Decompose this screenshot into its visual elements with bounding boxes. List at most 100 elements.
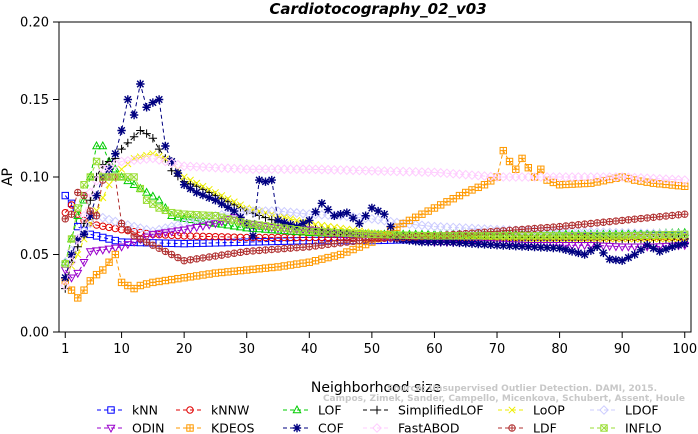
- legend-label-inflo: INFLO: [625, 421, 662, 434]
- point-kdeos: [330, 252, 339, 260]
- legend-item-loop: LoOP: [498, 403, 565, 418]
- point-fastabod: [85, 187, 96, 198]
- legend-item-odin: ODIN: [97, 421, 165, 434]
- point-kdeos: [656, 180, 664, 188]
- y-axis: 0.00 0.05 0.10 0.15 0.20: [20, 16, 60, 341]
- point-ldf: [549, 223, 558, 231]
- point-inflo: [74, 204, 82, 212]
- point-fastabod: [79, 210, 89, 221]
- point-odin: [304, 226, 314, 235]
- point-ldf: [349, 237, 357, 246]
- point-kdeos: [524, 164, 533, 172]
- point-odin: [617, 243, 627, 252]
- point-fastabod: [429, 167, 440, 178]
- point-cof: [599, 248, 608, 258]
- point-cof: [661, 244, 671, 254]
- point-kdeos: [430, 204, 439, 212]
- point-cof: [248, 231, 258, 241]
- point-cof: [367, 203, 377, 213]
- point-cof: [230, 206, 239, 216]
- point-loop: [74, 250, 82, 259]
- point-cof: [624, 253, 633, 262]
- point-cof: [536, 243, 546, 252]
- point-odin: [248, 221, 258, 230]
- point-cof: [192, 188, 201, 197]
- point-fastabod: [435, 167, 446, 178]
- point-odin: [91, 247, 102, 256]
- point-fastabod: [229, 163, 240, 174]
- legend-item-simplifiedlof: SimplifiedLOF: [363, 403, 484, 418]
- point-kdeos: [136, 281, 145, 290]
- point-kdeos: [411, 213, 420, 222]
- point-loop: [224, 195, 232, 203]
- point-simplifiedlof: [117, 144, 126, 154]
- point-ldf: [149, 241, 157, 249]
- point-ldf: [161, 247, 170, 256]
- point-kdeos: [74, 294, 82, 302]
- point-cof: [386, 222, 395, 231]
- y-tick-label: 0.10: [20, 171, 49, 186]
- point-fastabod: [679, 175, 690, 186]
- point-fastabod: [235, 164, 246, 174]
- legend-marker-simplifiedlof: [372, 405, 382, 415]
- point-ldf: [130, 232, 138, 240]
- point-ldf: [117, 219, 126, 228]
- legend-marker-knnw: [186, 406, 194, 414]
- point-loop: [199, 182, 207, 190]
- point-fastabod: [379, 166, 390, 177]
- point-kdeos: [499, 146, 507, 155]
- x-tick-label: 60: [426, 342, 443, 357]
- y-tick-label: 0.00: [20, 326, 49, 341]
- point-inflo: [136, 184, 145, 193]
- legend-label-knnw: kNNW: [211, 403, 249, 418]
- point-ldf: [61, 215, 69, 223]
- point-ldof: [429, 221, 440, 232]
- legend-marker-odin: [106, 424, 116, 434]
- point-lof: [154, 195, 164, 204]
- point-kdeos: [324, 253, 332, 262]
- point-cof: [449, 238, 458, 247]
- point-ldf: [662, 212, 670, 220]
- point-fastabod: [366, 165, 377, 176]
- point-knn: [92, 232, 101, 240]
- point-cof: [461, 239, 470, 248]
- point-odin: [198, 222, 208, 232]
- point-ldf: [136, 235, 145, 243]
- point-ldof: [611, 227, 621, 238]
- point-odin: [580, 242, 590, 251]
- point-odin: [611, 243, 621, 252]
- point-kdeos: [449, 195, 457, 203]
- legend-label-cof: COF: [318, 421, 344, 434]
- point-ldof: [316, 209, 327, 220]
- point-fastabod: [223, 163, 233, 174]
- point-cof: [211, 196, 220, 205]
- legend-marker-inflo: [600, 424, 608, 432]
- point-cof: [311, 207, 320, 217]
- point-kdeos: [555, 181, 564, 189]
- point-cof: [499, 241, 508, 250]
- point-cof: [474, 239, 483, 249]
- point-kdeos: [343, 248, 351, 256]
- point-ldf: [593, 219, 601, 227]
- point-simplifiedlof: [123, 138, 133, 148]
- point-ldf: [518, 225, 526, 234]
- point-lof: [223, 220, 233, 229]
- point-kdeos: [211, 269, 220, 277]
- point-loop: [118, 165, 126, 173]
- point-lof: [129, 179, 139, 188]
- legend-item-knnw: kNNW: [176, 403, 249, 418]
- point-cof: [236, 213, 245, 222]
- point-cof: [611, 255, 621, 265]
- point-odin: [79, 259, 89, 268]
- point-kdeos: [480, 181, 489, 189]
- point-fastabod: [454, 169, 465, 180]
- point-fastabod: [323, 164, 333, 175]
- point-inflo: [142, 196, 151, 204]
- point-fastabod: [385, 166, 396, 177]
- point-fastabod: [391, 166, 402, 177]
- point-fastabod: [304, 164, 315, 175]
- point-lof: [235, 222, 246, 231]
- point-kdeos: [462, 188, 470, 197]
- point-fastabod: [661, 174, 671, 185]
- point-ldof: [285, 207, 296, 218]
